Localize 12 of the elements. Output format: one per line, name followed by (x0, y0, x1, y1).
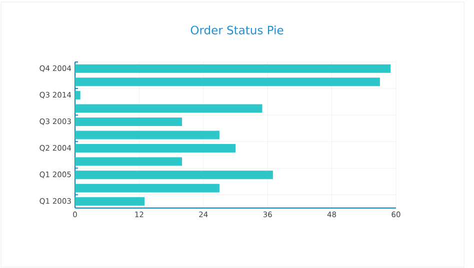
bar (75, 197, 145, 206)
bar (75, 184, 220, 192)
bar (75, 104, 262, 113)
bar (75, 144, 236, 153)
bar (75, 130, 220, 140)
bar (75, 157, 182, 166)
bar (75, 90, 80, 100)
bar (75, 78, 380, 86)
bar (75, 117, 182, 126)
chart-title: Order Status Pie (190, 26, 284, 34)
bar (75, 64, 391, 73)
bar (75, 170, 273, 180)
